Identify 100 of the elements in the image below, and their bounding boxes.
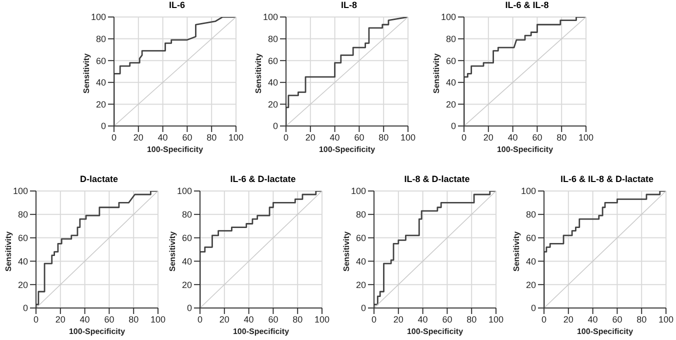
x-tick-label: 20 xyxy=(305,132,316,142)
x-tick-label: 80 xyxy=(292,314,303,324)
x-tick-label: 100 xyxy=(228,132,244,142)
x-tick-label: 40 xyxy=(588,314,598,324)
y-axis-title: Sensitivity xyxy=(4,230,13,272)
x-tick-label: 0 xyxy=(197,314,203,324)
x-tick-label: 40 xyxy=(508,132,518,142)
x-tick-label: 100 xyxy=(400,132,416,142)
y-tick-label: 0 xyxy=(100,121,106,132)
x-tick-label: 100 xyxy=(658,314,674,324)
y-tick-label: 20 xyxy=(268,99,278,110)
y-tick-label: 40 xyxy=(96,78,106,88)
y-tick-label: 40 xyxy=(526,256,536,266)
y-tick-label: 0 xyxy=(22,303,28,314)
chart-title: IL-6 & IL-8 xyxy=(504,0,550,10)
y-tick-label: 80 xyxy=(18,210,28,220)
x-tick-label: 80 xyxy=(466,314,477,324)
y-tick-label: 100 xyxy=(90,12,106,22)
x-tick-label: 20 xyxy=(563,314,574,324)
y-axis-title: Sensitivity xyxy=(512,230,521,272)
y-tick-label: 100 xyxy=(440,12,456,22)
y-tick-label: 100 xyxy=(176,186,192,196)
x-tick-label: 0 xyxy=(461,132,467,142)
y-axis-title: Sensitivity xyxy=(82,52,91,94)
x-tick-label: 20 xyxy=(483,132,494,142)
chart-title: IL-6 & D-lactate xyxy=(229,174,297,184)
x-tick-label: 40 xyxy=(418,314,428,324)
y-tick-label: 100 xyxy=(520,186,536,196)
chart-title: IL-8 & D-lactate xyxy=(403,174,471,184)
y-tick-label: 60 xyxy=(356,232,366,243)
y-tick-label: 0 xyxy=(360,303,366,314)
y-tick-label: 100 xyxy=(12,186,28,196)
y-tick-label: 80 xyxy=(446,34,456,44)
y-tick-label: 80 xyxy=(268,34,278,44)
x-tick-label: 40 xyxy=(80,314,90,324)
y-axis-title: Sensitivity xyxy=(168,230,177,272)
chart-title: IL-6 & IL-8 & D-lactate xyxy=(559,174,654,184)
x-axis-title: 100-Specificity xyxy=(496,145,554,154)
x-tick-label: 20 xyxy=(133,132,144,142)
y-tick-label: 20 xyxy=(18,280,28,290)
y-tick-label: 20 xyxy=(526,280,536,290)
y-tick-label: 80 xyxy=(182,210,192,220)
x-tick-label: 0 xyxy=(33,314,39,324)
y-tick-label: 100 xyxy=(262,12,278,22)
y-axis-title: Sensitivity xyxy=(432,52,441,94)
x-tick-label: 100 xyxy=(488,314,504,324)
y-tick-label: 60 xyxy=(182,232,192,243)
chart-title: IL-8 xyxy=(340,0,358,10)
x-tick-label: 40 xyxy=(244,314,254,324)
x-tick-label: 60 xyxy=(104,314,114,324)
y-axis-title: Sensitivity xyxy=(342,230,351,272)
x-tick-label: 100 xyxy=(314,314,330,324)
y-tick-label: 60 xyxy=(96,56,106,66)
x-axis-title: 100-Specificity xyxy=(68,327,126,336)
x-axis-title: 100-Specificity xyxy=(232,327,290,336)
y-tick-label: 40 xyxy=(182,256,192,266)
x-tick-label: 0 xyxy=(541,314,547,324)
x-tick-label: 40 xyxy=(158,132,168,142)
x-tick-label: 100 xyxy=(150,314,166,324)
chart-title: IL-6 xyxy=(168,0,186,10)
x-tick-label: 40 xyxy=(330,132,340,142)
y-tick-label: 20 xyxy=(182,280,192,290)
y-tick-label: 80 xyxy=(526,210,536,220)
y-tick-label: 40 xyxy=(356,256,366,266)
y-tick-label: 80 xyxy=(96,34,106,44)
y-tick-label: 20 xyxy=(356,280,366,290)
y-tick-label: 100 xyxy=(350,186,366,196)
x-tick-label: 20 xyxy=(55,314,66,324)
y-axis-title: Sensitivity xyxy=(254,52,263,94)
x-tick-label: 80 xyxy=(206,132,217,142)
y-tick-label: 20 xyxy=(96,99,106,110)
y-tick-label: 40 xyxy=(446,78,456,88)
y-tick-label: 0 xyxy=(272,121,278,132)
y-tick-label: 60 xyxy=(268,56,278,66)
x-tick-label: 60 xyxy=(612,314,622,324)
y-tick-label: 0 xyxy=(186,303,192,314)
x-tick-label: 0 xyxy=(371,314,377,324)
x-axis-title: 100-Specificity xyxy=(146,145,204,154)
chart-title: D-lactate xyxy=(78,174,119,184)
x-tick-label: 80 xyxy=(636,314,647,324)
y-tick-label: 60 xyxy=(18,232,28,243)
x-tick-label: 60 xyxy=(532,132,542,142)
y-tick-label: 40 xyxy=(18,256,28,266)
x-tick-label: 0 xyxy=(283,132,289,142)
x-tick-label: 20 xyxy=(393,314,404,324)
y-tick-label: 40 xyxy=(268,78,278,88)
y-tick-label: 60 xyxy=(526,232,536,243)
y-tick-label: 0 xyxy=(450,121,456,132)
y-tick-label: 0 xyxy=(530,303,536,314)
x-tick-label: 0 xyxy=(111,132,117,142)
y-tick-label: 60 xyxy=(446,56,456,66)
y-tick-label: 20 xyxy=(446,99,456,110)
x-tick-label: 100 xyxy=(578,132,594,142)
y-tick-label: 80 xyxy=(356,210,366,220)
x-axis-title: 100-Specificity xyxy=(318,145,376,154)
x-tick-label: 20 xyxy=(219,314,230,324)
x-axis-title: 100-Specificity xyxy=(576,327,634,336)
x-axis-title: 100-Specificity xyxy=(406,327,464,336)
x-tick-label: 80 xyxy=(128,314,139,324)
x-tick-label: 80 xyxy=(556,132,567,142)
